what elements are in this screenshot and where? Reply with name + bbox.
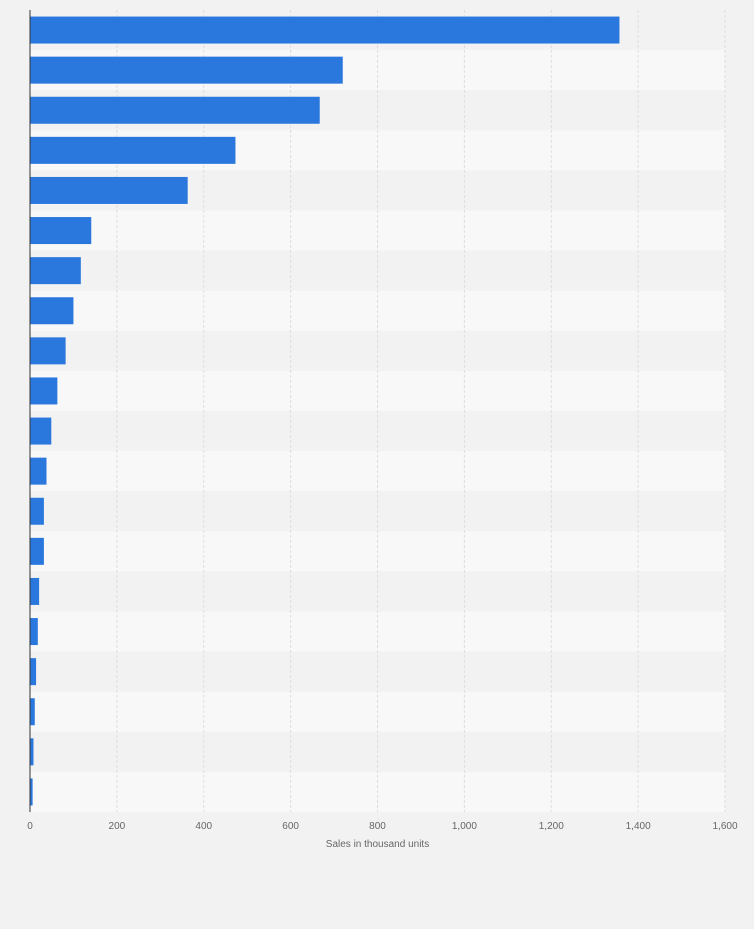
bar bbox=[30, 658, 37, 686]
x-tick-label: 1,600 bbox=[712, 821, 737, 832]
bar bbox=[30, 16, 620, 44]
x-tick-label: 0 bbox=[27, 821, 33, 832]
bar bbox=[30, 618, 38, 646]
bar bbox=[30, 297, 74, 325]
bar bbox=[30, 577, 40, 605]
bar bbox=[30, 778, 33, 806]
x-axis-title: Sales in thousand units bbox=[326, 839, 429, 850]
x-axis-tick-labels: 0 200 400 600 800 1,000 1,200 1,400 1,600 bbox=[27, 821, 738, 832]
bar bbox=[30, 537, 44, 565]
x-tick-label: 800 bbox=[369, 821, 386, 832]
bars bbox=[30, 16, 620, 806]
bar bbox=[30, 497, 44, 525]
bar bbox=[30, 738, 34, 766]
bar bbox=[30, 257, 81, 285]
vertical-gridlines bbox=[116, 10, 726, 812]
x-tick-label: 1,400 bbox=[626, 821, 651, 832]
bar bbox=[30, 217, 92, 245]
bar bbox=[30, 417, 52, 445]
x-tick-label: 1,000 bbox=[452, 821, 477, 832]
bar bbox=[30, 56, 343, 84]
x-tick-label: 1,200 bbox=[539, 821, 564, 832]
bar bbox=[30, 96, 320, 124]
x-tick-label: 400 bbox=[195, 821, 212, 832]
x-tick-label: 600 bbox=[282, 821, 299, 832]
bar bbox=[30, 457, 47, 485]
bar bbox=[30, 377, 58, 405]
bar bbox=[30, 337, 66, 365]
x-tick-label: 200 bbox=[109, 821, 126, 832]
bar bbox=[30, 176, 188, 204]
bar bbox=[30, 136, 236, 164]
bar bbox=[30, 698, 35, 726]
